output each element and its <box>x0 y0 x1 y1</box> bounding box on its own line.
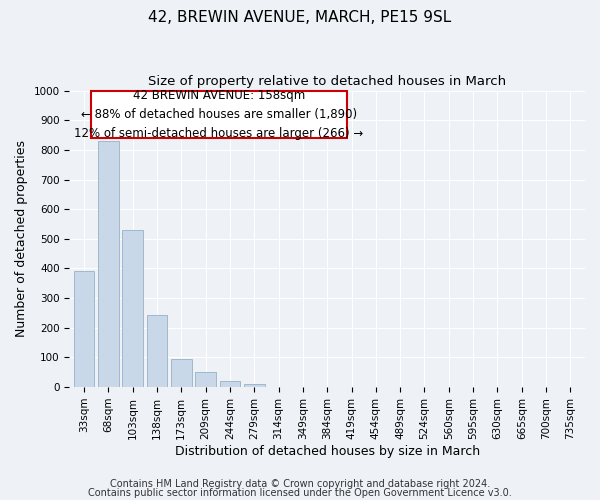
Y-axis label: Number of detached properties: Number of detached properties <box>15 140 28 338</box>
Bar <box>195 372 216 387</box>
Title: Size of property relative to detached houses in March: Size of property relative to detached ho… <box>148 75 506 88</box>
Text: 42, BREWIN AVENUE, MARCH, PE15 9SL: 42, BREWIN AVENUE, MARCH, PE15 9SL <box>148 10 452 25</box>
Bar <box>98 141 119 387</box>
Bar <box>146 316 167 387</box>
X-axis label: Distribution of detached houses by size in March: Distribution of detached houses by size … <box>175 444 480 458</box>
Bar <box>244 384 265 387</box>
Text: Contains HM Land Registry data © Crown copyright and database right 2024.: Contains HM Land Registry data © Crown c… <box>110 479 490 489</box>
Text: 42 BREWIN AVENUE: 158sqm
← 88% of detached houses are smaller (1,890)
12% of sem: 42 BREWIN AVENUE: 158sqm ← 88% of detach… <box>74 89 364 140</box>
FancyBboxPatch shape <box>91 90 347 138</box>
Text: Contains public sector information licensed under the Open Government Licence v3: Contains public sector information licen… <box>88 488 512 498</box>
Bar <box>171 359 191 387</box>
Bar <box>220 381 240 387</box>
Bar <box>122 230 143 387</box>
Bar <box>74 272 94 387</box>
